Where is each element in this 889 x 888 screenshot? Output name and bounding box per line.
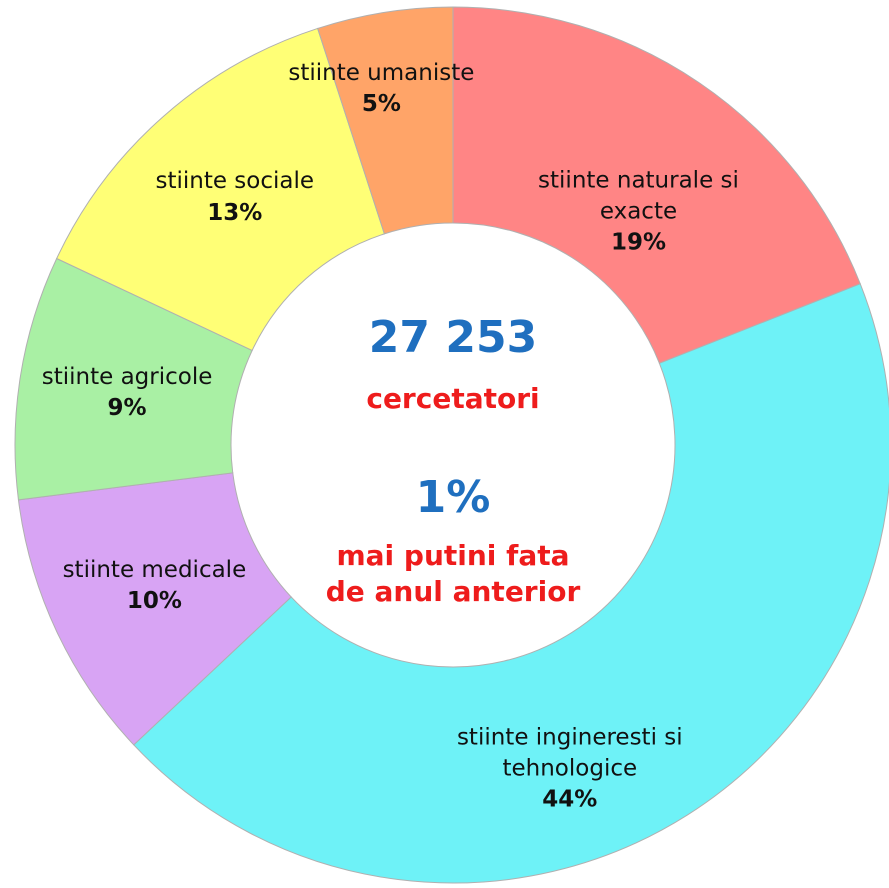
segment-label: stiinte naturale si exacte 19% [503,165,773,258]
value-label: 10% [126,587,182,614]
category-label: stiinte naturale si exacte [538,167,739,225]
value-label: 19% [610,229,667,256]
value-label: 9% [107,395,147,422]
donut-segment [317,6,454,235]
center-total: 27 253 [368,312,538,363]
center-total-label: cercetatori [366,382,540,415]
category-label: stiinte agricole [41,364,213,391]
category-label: stiinte medicale [62,556,247,583]
segment-label: stiinte sociale 13% [115,166,355,228]
center-change: 1% [415,472,491,523]
segment-label: stiinte ingineresti si tehnologice 44% [440,722,700,815]
donut-segment [56,27,386,352]
value-label: 5% [361,91,401,118]
donut-segment [452,6,861,364]
segment-label: stiinte agricole 9% [7,362,247,424]
segment-label: stiinte medicale 10% [34,554,274,616]
donut-segment [133,283,889,884]
value-label: 44% [542,786,598,813]
category-label: stiinte sociale [155,168,315,195]
category-label: stiinte ingineresti si tehnologice [456,724,683,782]
center-change-label: mai putini fata de anul anterior [325,539,581,609]
segment-label: stiinte umaniste 5% [261,58,501,120]
value-label: 13% [207,199,263,226]
category-label: stiinte umaniste [288,60,475,87]
